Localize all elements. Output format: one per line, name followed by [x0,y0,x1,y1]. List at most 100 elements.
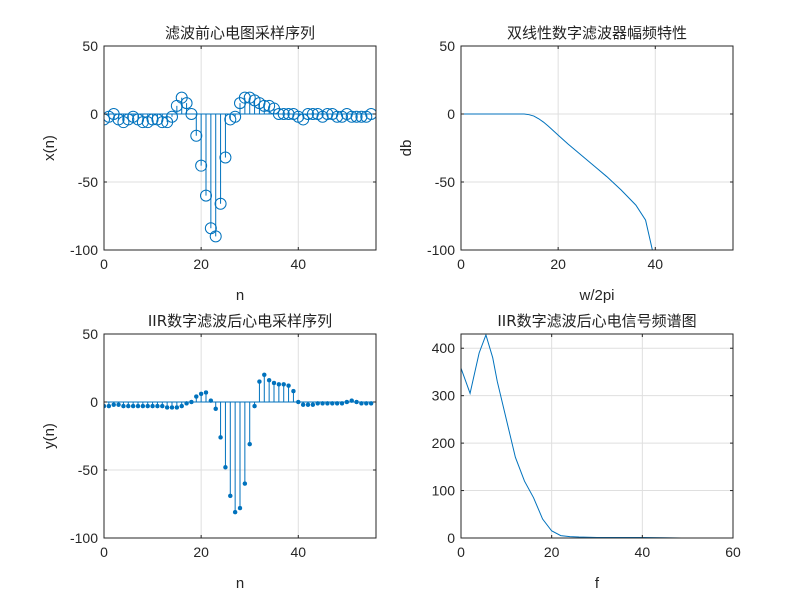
stem-marker [257,379,262,384]
stem-marker [229,110,242,123]
stem-marker [106,403,112,409]
x-tick-label: 0 [100,544,108,560]
stem-marker [223,465,228,470]
stem-marker [365,108,376,120]
stem-marker [277,108,290,120]
plot-content [104,372,376,515]
stem-marker [349,398,354,403]
stem-marker [325,401,330,406]
y-tick-label: 0 [90,106,98,122]
plot-content [104,91,376,243]
stem-marker [203,390,209,395]
x-tick-label: 40 [647,256,663,272]
stem-marker [164,405,170,410]
stem-marker [156,116,169,129]
stem-marker [140,403,146,409]
x-axis-label: w/2pi [578,287,614,304]
chart-title: IIR数字滤波后心电采样序列 [148,312,332,330]
stem-marker [166,110,178,123]
stem-marker [271,380,277,386]
y-tick-label: -100 [70,242,98,258]
plot-area [461,334,733,538]
x-axis-label: n [236,575,244,592]
x-tick-label: 20 [193,544,209,560]
stem-marker [330,401,335,406]
subplot-4: 0 20 40 60 0 100 200 300 400 IIR数字滤波后心电信号频谱图 f [432,312,741,592]
stem-marker [200,189,212,202]
stem-marker [189,399,194,405]
x-tick-label: 20 [193,256,209,272]
stem-marker [169,405,175,410]
stem-marker [320,401,325,406]
stem-marker [198,391,204,397]
y-axis-label: y(n) [41,423,58,449]
stem-marker [180,97,193,110]
stem-marker [344,399,350,405]
stem-marker [281,382,286,387]
y-tick-label: -50 [78,462,98,478]
x-tick-label: 40 [290,256,306,272]
stem-marker [145,403,150,409]
plot-area [461,46,733,250]
stem-marker [272,108,285,120]
stem-marker [232,509,238,515]
axes-box [103,45,377,251]
y-tick-label: -100 [427,242,455,258]
y-tick-label: 100 [432,483,456,499]
stem-marker [300,402,306,407]
stem-marker [179,403,184,409]
stem-marker [266,377,272,383]
stem-marker [339,401,345,406]
x-tick-label: 40 [635,544,651,560]
stem-marker [121,403,126,409]
stem-marker [116,402,121,407]
x-tick-label: 40 [290,544,306,560]
stem-marker [174,405,180,410]
x-tick-label: 0 [457,256,465,272]
stem-marker [276,382,282,387]
stem-marker [150,403,155,409]
axes-box [460,45,734,251]
stem-marker [208,398,214,403]
stem-marker [104,113,110,126]
stem-marker [359,401,364,406]
x-tick-label: 20 [550,256,566,272]
stem-marker [262,372,267,378]
stem-marker [218,435,223,440]
stem-marker [315,401,320,406]
y-axis-label: x(n) [41,135,58,161]
stem-marker [350,110,363,123]
subplot-2: 0 20 40 -100 -50 0 50 双线性数字滤波器幅频特性 w/2pi db [398,24,734,304]
x-tick-label: 60 [725,544,741,560]
stem-marker [135,403,141,409]
y-tick-label: 0 [447,106,455,122]
series-line [461,113,653,250]
stem-marker [185,108,198,120]
plot-area [104,46,376,250]
stem-marker [130,403,136,409]
subplot-3: 0 20 40 -100 -50 0 50 IIR数字滤波后心电采样序列 n y(n) [41,312,377,592]
axes-box [460,333,734,539]
chart-title: IIR数字滤波后心电信号频谱图 [497,312,696,330]
stem-marker [228,493,233,499]
x-tick-label: 20 [544,544,560,560]
stem-marker [364,401,369,406]
stem-marker [296,399,301,405]
stem-marker [237,505,243,511]
y-tick-label: 400 [432,340,456,356]
y-axis-label: db [398,140,415,157]
stem-marker [155,403,160,409]
x-tick-label: 0 [100,256,108,272]
chart-title: 滤波前心电图采样序列 [165,24,315,42]
stem-marker [195,159,208,172]
stem-marker [252,403,257,409]
stem-marker [126,403,131,409]
stem-marker [214,197,227,210]
stem-marker [334,401,340,406]
stem-marker [247,441,252,447]
y-tick-label: 50 [82,38,98,54]
y-tick-label: -100 [70,530,98,546]
stem-marker [213,406,218,412]
stem-marker [291,388,296,394]
